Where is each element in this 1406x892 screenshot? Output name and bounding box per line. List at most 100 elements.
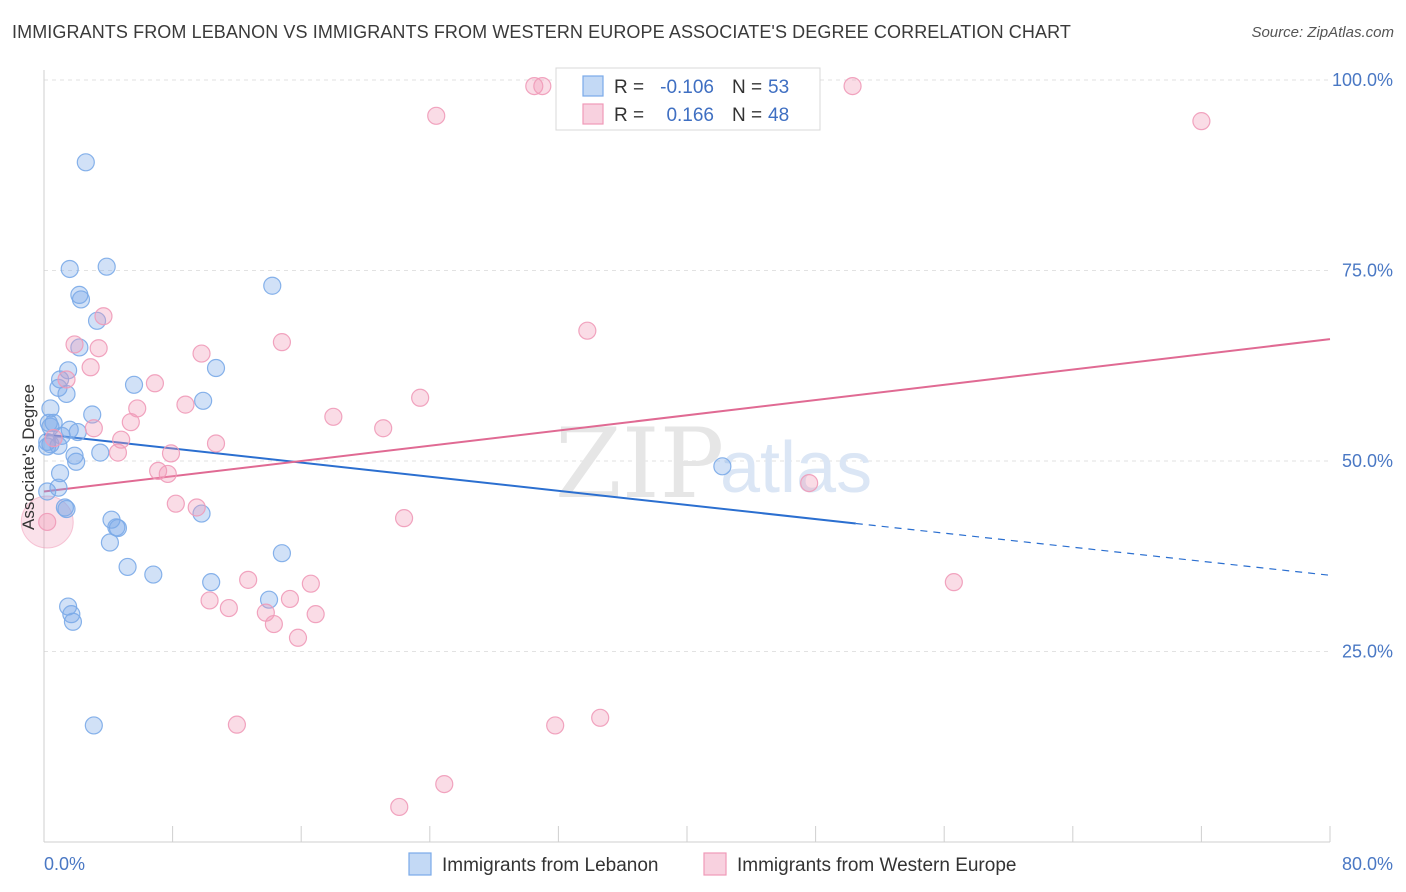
point-series-1-8 bbox=[65, 335, 84, 354]
x-tick-label-left: 0.0% bbox=[44, 854, 85, 874]
point-series-1-33 bbox=[239, 570, 258, 589]
point-series-1-47 bbox=[390, 797, 409, 817]
point-series-1-1 bbox=[533, 76, 552, 96]
point-series-0-40 bbox=[100, 533, 120, 552]
point-series-1-35 bbox=[944, 573, 963, 592]
legend-top-swatch-0 bbox=[582, 75, 604, 97]
point-series-1-10 bbox=[192, 344, 211, 363]
point-series-1-14 bbox=[411, 388, 430, 407]
point-series-1-19 bbox=[374, 419, 393, 438]
point-series-1-12 bbox=[57, 370, 76, 389]
point-series-0-12 bbox=[124, 375, 144, 394]
watermark-atlas-text: atlas bbox=[720, 428, 872, 508]
point-series-0-33 bbox=[38, 482, 57, 501]
point-series-1-21 bbox=[44, 429, 63, 448]
legend-bottom-swatch-0 bbox=[408, 852, 432, 876]
y-axis-label: Associate's Degree bbox=[19, 384, 38, 530]
point-series-0-30 bbox=[713, 457, 732, 476]
point-series-0-5 bbox=[71, 290, 91, 309]
point-series-1-44 bbox=[546, 716, 565, 735]
point-series-0-35 bbox=[57, 499, 76, 519]
y-tick-labels: 100.0% 75.0% 50.0% 25.0% bbox=[1332, 70, 1393, 662]
legend-bottom-label-0: Immigrants from Lebanon bbox=[442, 855, 659, 876]
point-series-0-32 bbox=[49, 478, 68, 497]
point-series-1-17 bbox=[324, 407, 343, 426]
legend-top: R = -0.106 N = 53 R = 0.166 N = 48 bbox=[555, 67, 821, 131]
axes bbox=[43, 70, 1331, 843]
point-series-1-41 bbox=[264, 614, 283, 634]
point-series-0-21 bbox=[68, 422, 87, 442]
point-series-0-16 bbox=[83, 405, 102, 424]
x-tick-labels: 0.0% 80.0% bbox=[44, 854, 1393, 874]
watermark: ZIP atlas bbox=[555, 408, 872, 520]
legend-top-r-value-1: 0.166 bbox=[666, 105, 714, 126]
point-series-1-40 bbox=[306, 605, 325, 624]
point-series-1-13 bbox=[145, 374, 165, 393]
legend-top-swatch-1 bbox=[582, 103, 604, 125]
legend-top-box bbox=[555, 67, 821, 131]
point-series-0-41 bbox=[272, 544, 292, 563]
trend-line-series-0 bbox=[43, 433, 856, 525]
legend-top-n-value-1: 48 bbox=[768, 105, 789, 126]
legend-bottom: Immigrants from Lebanon Immigrants from W… bbox=[408, 852, 1016, 876]
point-series-1-37 bbox=[200, 591, 219, 610]
legend-top-n-label-1: N = bbox=[732, 105, 762, 126]
point-series-1-29 bbox=[166, 494, 185, 513]
point-series-1-18 bbox=[121, 413, 140, 432]
y-tick-label-1: 75.0% bbox=[1342, 261, 1393, 281]
trend-line-series-1 bbox=[43, 338, 1331, 493]
point-series-0-39 bbox=[108, 518, 128, 538]
point-series-1-34 bbox=[301, 574, 320, 593]
big-point bbox=[20, 495, 74, 549]
point-series-0-28 bbox=[65, 446, 84, 465]
point-series-1-3 bbox=[427, 106, 446, 125]
point-series-0-29 bbox=[67, 452, 86, 471]
point-series-0-27 bbox=[91, 443, 110, 462]
legend-bottom-label-1: Immigrants from Western Europe bbox=[737, 855, 1016, 876]
point-series-0-8 bbox=[206, 358, 226, 378]
point-series-1-43 bbox=[227, 715, 246, 734]
point-series-1-20 bbox=[84, 419, 103, 438]
point-series-1-27 bbox=[158, 464, 177, 484]
point-series-0-42 bbox=[118, 557, 137, 577]
point-series-1-42 bbox=[288, 628, 308, 647]
point-series-1-5 bbox=[94, 307, 113, 326]
y-tick-label-3: 25.0% bbox=[1342, 642, 1393, 662]
legend-top-r-label-1: R = bbox=[614, 105, 644, 126]
point-series-1-25 bbox=[161, 444, 181, 463]
y-tick-label-0: 100.0% bbox=[1332, 70, 1393, 90]
legend-top-r-value-0: -0.106 bbox=[660, 77, 714, 98]
point-series-0-31 bbox=[50, 464, 70, 483]
point-series-1-2 bbox=[843, 76, 862, 96]
point-series-0-1 bbox=[60, 259, 79, 279]
legend-bottom-swatch-1 bbox=[703, 852, 727, 876]
point-series-1-45 bbox=[591, 708, 610, 727]
y-tick-label-2: 50.0% bbox=[1342, 451, 1393, 471]
point-series-0-15 bbox=[41, 399, 60, 418]
point-series-1-24 bbox=[108, 443, 128, 462]
point-series-1-31 bbox=[394, 509, 414, 528]
point-series-0-14 bbox=[194, 391, 213, 410]
point-series-1-36 bbox=[280, 589, 300, 609]
point-series-0-44 bbox=[202, 573, 221, 592]
point-series-0-36 bbox=[192, 504, 211, 523]
point-series-0-38 bbox=[107, 518, 126, 537]
point-series-1-46 bbox=[435, 774, 454, 794]
point-series-1-23 bbox=[206, 434, 226, 453]
point-series-1-7 bbox=[272, 333, 292, 352]
point-series-1-9 bbox=[89, 339, 108, 358]
point-series-0-0 bbox=[76, 153, 95, 172]
watermark-zip-text: ZIP bbox=[555, 408, 724, 520]
point-series-0-43 bbox=[144, 565, 163, 584]
point-series-1-15 bbox=[176, 395, 195, 414]
point-series-0-13 bbox=[57, 384, 76, 404]
point-series-1-4 bbox=[1192, 112, 1211, 131]
legend-top-r-label-0: R = bbox=[614, 77, 644, 98]
source-label: Source: ZipAtlas.com bbox=[1251, 24, 1394, 41]
point-series-1-28 bbox=[800, 473, 819, 493]
point-series-1-6 bbox=[578, 321, 597, 340]
grid-lines bbox=[44, 79, 1330, 652]
point-series-1-30 bbox=[187, 498, 206, 517]
trend-lines bbox=[43, 338, 1331, 576]
